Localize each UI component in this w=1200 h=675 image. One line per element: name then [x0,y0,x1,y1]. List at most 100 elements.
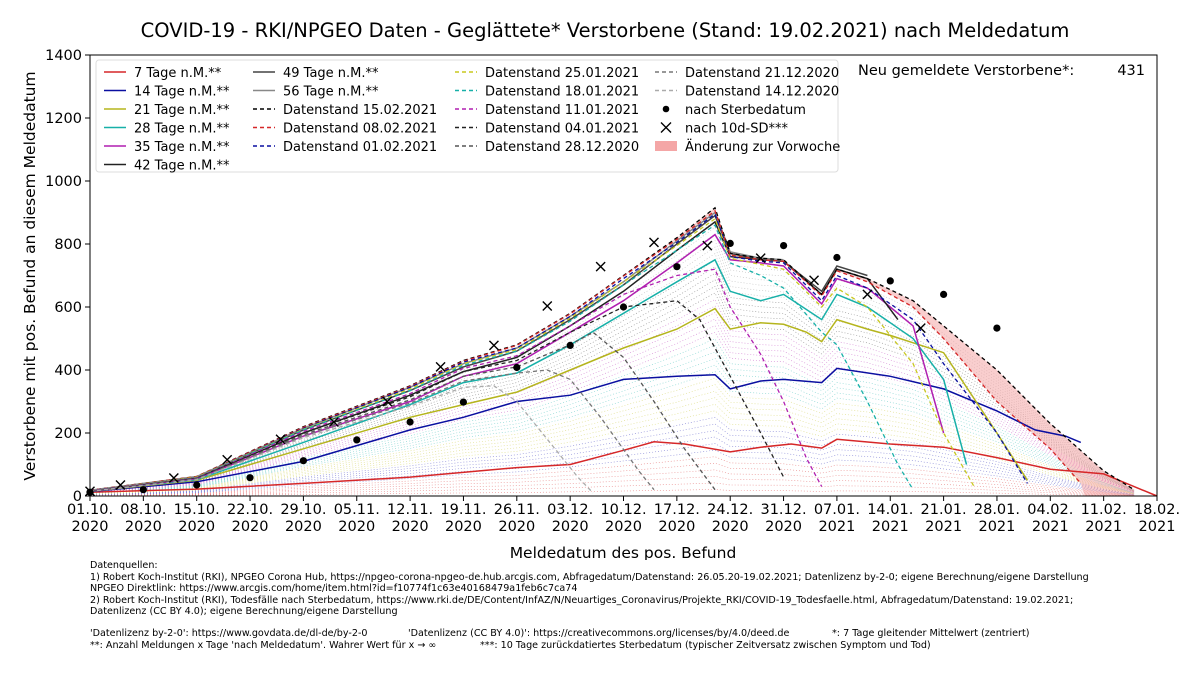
legend-label: Datenstand 15.02.2021 [283,103,437,118]
legend-label: 42 Tage n.M.** [134,159,230,174]
legend-label: Datenstand 14.12.2020 [685,85,839,100]
texture-line [89,344,1135,494]
10d-sd-point [702,240,713,251]
y-axis: 0 200 400 600 800 1000 1200 1400 [45,48,90,505]
texture-line [89,469,1135,496]
series-line-2 [89,307,1029,493]
texture-line [89,410,1135,495]
series-line-13 [89,268,823,492]
legend-label: Datenstand 18.01.2021 [485,85,639,100]
chart: COVID-19 - RKI/NPGEO Daten - Geglättete*… [21,19,1180,560]
texture-line [89,364,1135,494]
source-line-2: NPGEO Direktlink: https://www.arcgis.com… [90,583,578,595]
x-tick-year: 2020 [178,519,215,535]
texture-line [90,489,1135,497]
10d-sd-point [275,434,286,445]
x-tick-label: 26.11. [494,502,540,518]
x-tick-label: 08.10. [120,502,166,518]
legend-label: Datenstand 21.12.2020 [685,66,839,81]
source-line-1: 1) Robert Koch-Institut (RKI), NPGEO Cor… [90,571,1089,583]
x-tick-year: 2021 [872,519,909,535]
x-tick-year: 2020 [712,519,749,535]
footnote-meldedatum: **: Anzahl Meldungen x Tage 'nach Melded… [90,639,437,651]
source-line-4: Datenlizenz (CC BY 4.0); eigene Berechnu… [90,606,398,618]
10d-sd-point [915,323,926,334]
series-line-9 [89,209,1082,491]
x-tick-label: 18.02. [1134,502,1180,518]
y-axis-label: Verstorbene mit pos. Befund an diesem Me… [21,71,39,480]
texture-line [89,390,1135,495]
series-line-14 [89,300,785,492]
y-tick-label: 1200 [45,111,82,127]
sterbedatum-point [886,277,894,285]
series-line-8 [89,206,1135,491]
x-tick-label: 19.11. [440,502,486,518]
x-tick-year: 2020 [72,519,109,535]
x-tick-year: 2020 [552,519,589,535]
texture-line [89,266,1135,492]
x-tick-label: 03.12. [547,502,593,518]
plot-area [85,206,1158,497]
texture-line [89,272,1135,492]
legend-label: Änderung zur Vorwoche [685,139,840,155]
sterbedatum-point [246,474,254,482]
texture-line [89,403,1135,495]
legend-label: Datenstand 01.02.2021 [283,140,437,155]
x-tick-label: 10.12. [600,502,646,518]
x-tick-year: 2020 [498,519,535,535]
texture-line [89,318,1135,493]
10d-sd-point [168,473,179,484]
x-tick-label: 04.02. [1027,502,1073,518]
footnote-sterbedatum: ***: 10 Tage zurückdatiertes Sterbedatum… [480,639,931,651]
x-tick-year: 2020 [445,519,482,535]
x-tick-year: 2021 [1139,519,1176,535]
sterbedatum-point [940,290,948,298]
x-tick-label: 21.01. [921,502,967,518]
series-line-12 [89,224,914,492]
x-tick-year: 2021 [978,519,1015,535]
10d-sd-point [648,237,659,248]
texture-line [89,443,1135,496]
series-line-5 [89,220,899,492]
x-tick-label: 12.11. [387,502,433,518]
legend: 7 Tage n.M.** 14 Tage n.M.** 21 Tage n.M.*… [95,59,840,174]
10d-sd-point [862,289,873,300]
x-tick-label: 15.10. [174,502,220,518]
legend-label: 7 Tage n.M.** [134,66,222,81]
texture-line [89,331,1135,494]
x-tick-label: 05.11. [334,502,380,518]
y-tick-label: 1400 [45,48,82,64]
x-tick-label: 28.01. [974,502,1020,518]
series-line-17 [89,385,594,494]
series-line-0 [89,438,1158,497]
sterbedatum-point [139,486,147,494]
10d-sd-point [435,361,446,372]
texture-line [90,456,1135,496]
x-tick-year: 2020 [658,519,695,535]
texture-line [90,475,1135,496]
x-tick-year: 2021 [1032,519,1069,535]
x-tick-label: 11.02. [1081,502,1127,518]
legend-label: Datenstand 28.12.2020 [485,140,639,155]
x-tick-label: 22.10. [227,502,273,518]
x-tick-year: 2021 [925,519,962,535]
legend-label: 21 Tage n.M.** [134,103,230,118]
10d-sd-point [595,261,606,272]
x-tick-year: 2020 [605,519,642,535]
source-line-3: 2) Robert Koch-Institut (RKI), Todesfäll… [90,594,1074,606]
legend-label: 35 Tage n.M.** [134,140,230,155]
sterbedatum-point [566,341,574,349]
x-tick-year: 2020 [338,519,375,535]
x-tick-year: 2021 [1085,519,1122,535]
legend-label: 56 Tage n.M.** [283,85,379,100]
sterbedatum-point [726,239,734,247]
series-line-3 [89,258,968,492]
texture-line [89,325,1135,493]
notes-heading: Datenquellen: [90,560,158,571]
x-tick-year: 2021 [818,519,855,535]
10d-sd-point [222,454,233,465]
y-tick-label: 800 [54,237,82,253]
legend-swatch [662,105,670,113]
x-tick-year: 2020 [392,519,429,535]
legend-swatch [660,122,672,133]
